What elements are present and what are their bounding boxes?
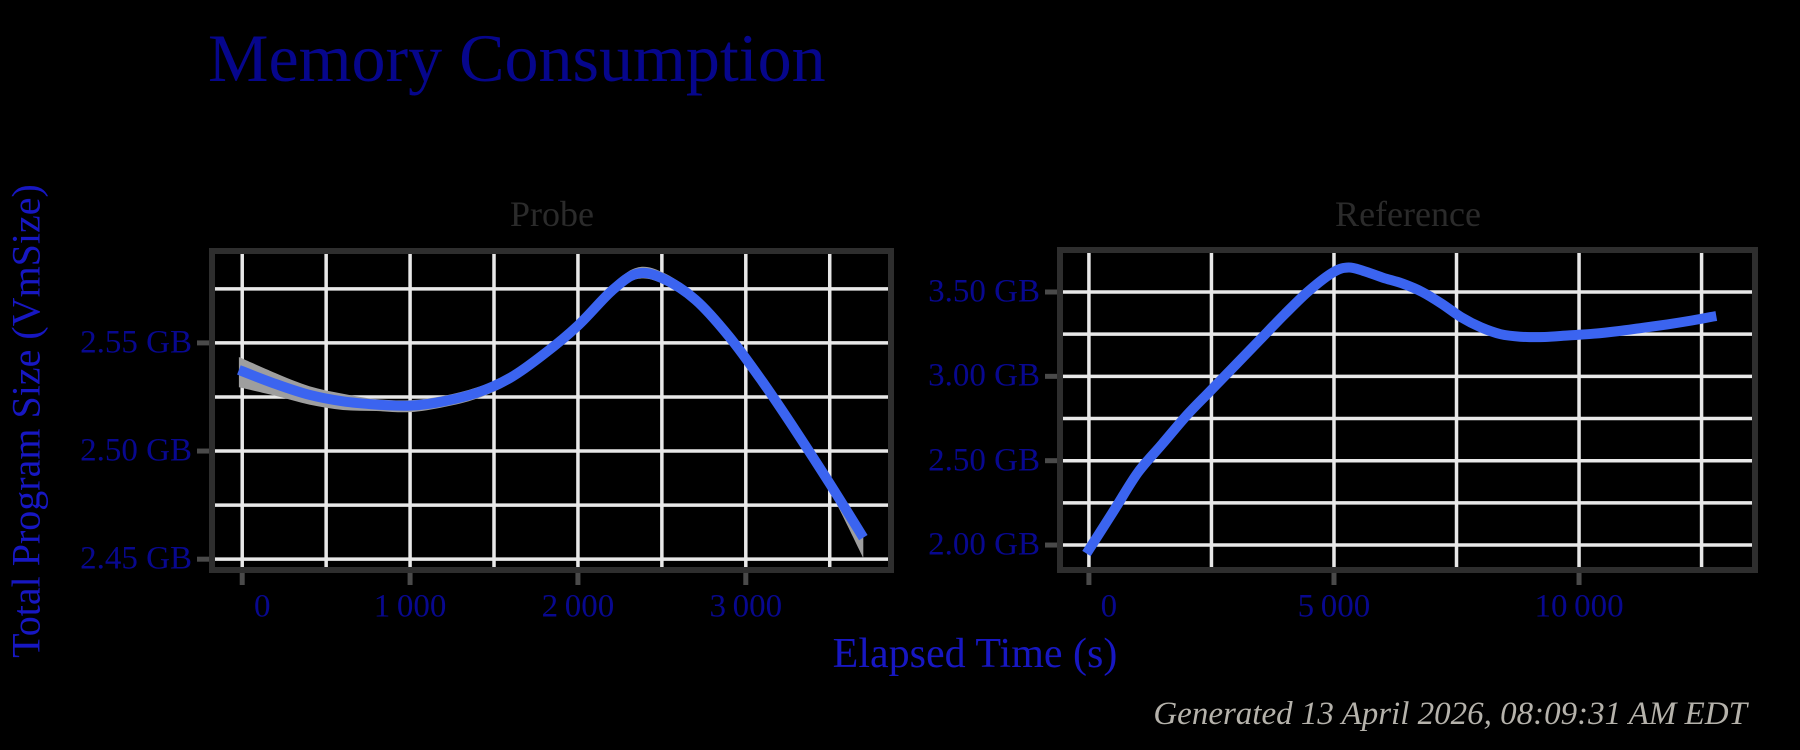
x-tick-label: 0 [1100,588,1118,625]
x-tick-label: 5 000 [1297,588,1371,625]
x-tick-label: 1 000 [373,588,447,625]
panel-probe [197,248,894,585]
panel-border [209,248,894,573]
y-tick-label: 2.45 GB [80,540,192,577]
y-axis-label: Total Program Size (VmSize) [3,184,49,658]
x-axis-label: Elapsed Time (s) [832,631,1118,677]
panel-title-reference: Reference [1335,194,1481,234]
panel-title-probe: Probe [510,194,594,234]
y-tick-label: 2.55 GB [80,324,192,361]
generated-timestamp: Generated 13 April 2026, 08:09:31 AM EDT [1153,696,1747,732]
panel-border [1057,247,1758,573]
confidence-band [238,266,864,559]
y-tick-label: 2.50 GB [80,432,192,469]
y-tick-label: 3.50 GB [928,273,1040,310]
y-tick-label: 2.50 GB [928,442,1040,479]
chart-title: Memory Consumption [208,20,826,96]
y-tick-label: 3.00 GB [928,357,1040,394]
data-line [237,267,868,541]
x-tick-label: 0 [253,588,271,625]
x-tick-label: 10 000 [1534,588,1624,625]
x-tick-label: 3 000 [709,588,783,625]
data-line [1082,262,1718,557]
y-tick-label: 2.00 GB [928,526,1040,563]
x-tick-label: 2 000 [541,588,615,625]
panel-reference [1045,247,1758,585]
